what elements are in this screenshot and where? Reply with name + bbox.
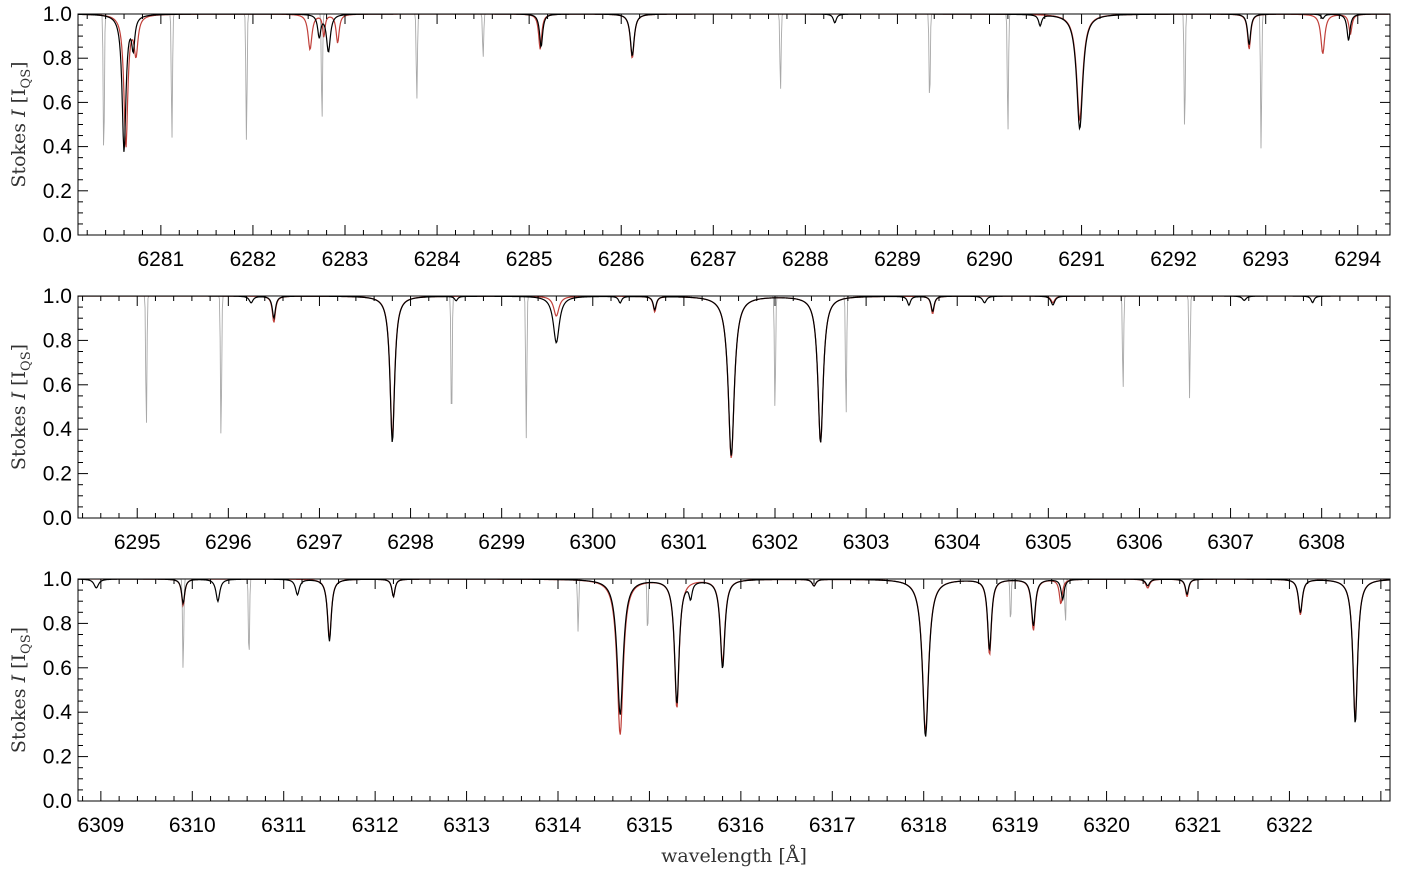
series-telluric-line	[78, 14, 1390, 149]
x-tick-label: 6294	[1334, 248, 1381, 271]
ylabel-var: I	[8, 109, 30, 118]
y-tick-label: 0.2	[43, 463, 72, 486]
ylabel-bracket-close: ]	[8, 627, 30, 634]
series-fit-line	[78, 296, 1390, 459]
ylabel-pre: Stokes	[8, 117, 30, 188]
x-tick-label: 6316	[717, 814, 764, 837]
x-tick-label: 6289	[874, 248, 921, 271]
y-tick-label: 0.2	[43, 746, 72, 769]
series-telluric-line	[78, 579, 1390, 668]
y-tick-label: 0.0	[43, 507, 72, 530]
x-tick-label: 6319	[992, 814, 1039, 837]
ylabel-bracket-close: ]	[8, 344, 30, 351]
x-tick-label: 6302	[752, 531, 799, 554]
x-tick-label: 6295	[114, 531, 161, 554]
x-tick-label: 6300	[569, 531, 616, 554]
x-tick-label: 6301	[661, 531, 708, 554]
ylabel-subscript: QS	[19, 69, 34, 89]
y-tick-label: 0.0	[43, 224, 72, 247]
x-tick-label: 6290	[966, 248, 1013, 271]
ylabel-pre: Stokes	[8, 399, 30, 470]
ylabel-pre: Stokes	[8, 682, 30, 753]
ylabel-subscript: QS	[19, 351, 34, 371]
x-tick-label: 6287	[690, 248, 737, 271]
series-fit-line	[78, 579, 1390, 735]
x-tick-label: 6313	[443, 814, 490, 837]
x-tick-label: 6298	[387, 531, 434, 554]
x-tick-label: 6310	[169, 814, 216, 837]
x-tick-label: 6285	[506, 248, 553, 271]
x-tick-label: 6312	[352, 814, 399, 837]
x-tick-label: 6296	[205, 531, 252, 554]
y-tick-label: 0.6	[43, 91, 72, 114]
y-tick-label: 1.0	[43, 3, 72, 26]
y-tick-label: 0.4	[43, 136, 73, 159]
ylabel-subscript: QS	[19, 634, 34, 654]
x-tick-label: 6297	[296, 531, 343, 554]
x-tick-label: 6320	[1083, 814, 1130, 837]
x-tick-label: 6317	[809, 814, 856, 837]
ylabel-var: I	[8, 391, 30, 400]
x-tick-label: 6314	[535, 814, 582, 837]
y-tick-label: 0.2	[43, 180, 72, 203]
x-tick-label: 6284	[414, 248, 461, 271]
y-tick-label: 0.4	[43, 701, 73, 724]
x-tick-label: 6281	[138, 248, 185, 271]
x-tick-label: 6288	[782, 248, 829, 271]
x-axis-title: wavelength [Å]	[661, 845, 807, 867]
x-tick-label: 6305	[1025, 531, 1072, 554]
ylabel-var: I	[8, 674, 30, 683]
x-tick-label: 6308	[1298, 531, 1345, 554]
ylabel-bracket-open: [I	[8, 654, 30, 675]
x-tick-label: 6291	[1058, 248, 1105, 271]
x-tick-label: 6307	[1207, 531, 1254, 554]
x-tick-label: 6321	[1175, 814, 1222, 837]
x-tick-label: 6292	[1150, 248, 1197, 271]
y-tick-label: 0.8	[43, 329, 72, 352]
x-tick-label: 6286	[598, 248, 645, 271]
series-observed-line	[78, 579, 1390, 737]
x-tick-label: 6318	[900, 814, 947, 837]
x-tick-label: 6311	[261, 814, 306, 837]
x-tick-label: 6306	[1116, 531, 1163, 554]
y-tick-label: 1.0	[43, 568, 72, 591]
y-tick-label: 0.6	[43, 657, 72, 680]
x-tick-label: 6322	[1266, 814, 1313, 837]
x-tick-label: 6315	[626, 814, 673, 837]
x-tick-label: 6293	[1242, 248, 1289, 271]
panel-2: 0.0 0.2 0.4 0.6 0.8 1.0 6295 6296 6297 6298 6299 63…	[8, 285, 1391, 554]
y-axis-title: Stokes I [IQS]	[8, 61, 34, 187]
panel-3: 0.0 0.2 0.4 0.6 0.8 1.0 6309 6310 6311 6312 6313 63…	[8, 568, 1391, 867]
y-tick-label: 0.6	[43, 374, 72, 397]
plot-frame	[77, 13, 1391, 236]
y-axis-title: Stokes I [IQS]	[8, 344, 34, 470]
ylabel-bracket-open: [I	[8, 371, 30, 392]
panel-1: 0.0 0.2 0.4 0.6 0.8 1.0 6281 6282 6283 6284 6285 62…	[8, 3, 1391, 271]
series-fit-line	[78, 14, 1390, 148]
x-tick-label: 6303	[843, 531, 890, 554]
x-tick-label: 6299	[478, 531, 525, 554]
series-observed-line	[78, 14, 1390, 152]
y-tick-label: 0.8	[43, 612, 72, 635]
y-tick-label: 0.4	[43, 418, 73, 441]
y-tick-label: 0.8	[43, 47, 72, 70]
plot-frame	[77, 578, 1391, 802]
x-tick-label: 6309	[77, 814, 124, 837]
y-axis-title: Stokes I [IQS]	[8, 627, 34, 753]
x-tick-label: 6282	[230, 248, 277, 271]
ylabel-bracket-close: ]	[8, 61, 30, 68]
y-tick-label: 1.0	[43, 285, 72, 308]
x-tick-label: 6283	[322, 248, 369, 271]
ylabel-bracket-open: [I	[8, 88, 30, 109]
y-tick-label: 0.0	[43, 790, 72, 813]
x-tick-label: 6304	[934, 531, 981, 554]
